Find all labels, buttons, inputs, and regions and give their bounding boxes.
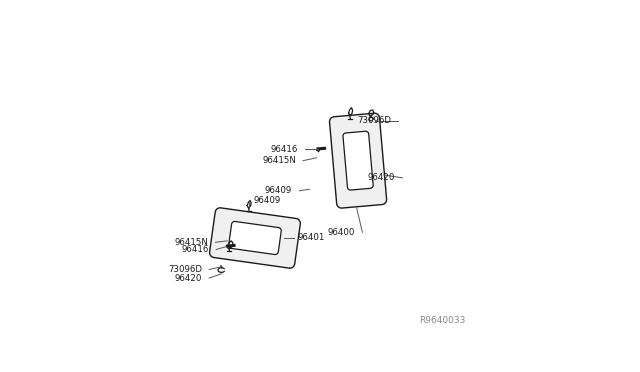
Text: 96401: 96401 [298, 234, 325, 243]
Text: 96420: 96420 [368, 173, 396, 182]
Text: 96420: 96420 [175, 273, 202, 283]
Polygon shape [343, 131, 373, 190]
Text: 73096D: 73096D [357, 116, 391, 125]
Text: 96416: 96416 [271, 145, 298, 154]
Polygon shape [330, 113, 387, 208]
Text: R9640033: R9640033 [419, 316, 465, 326]
Text: 73096D: 73096D [168, 265, 202, 274]
Text: 96400: 96400 [328, 228, 355, 237]
Text: 96415N: 96415N [262, 156, 296, 165]
Polygon shape [209, 208, 300, 268]
Text: 96415N: 96415N [174, 238, 208, 247]
Text: 96409: 96409 [265, 186, 292, 195]
Polygon shape [228, 221, 281, 254]
Text: 96409: 96409 [253, 196, 281, 205]
Text: 96416: 96416 [182, 245, 209, 254]
